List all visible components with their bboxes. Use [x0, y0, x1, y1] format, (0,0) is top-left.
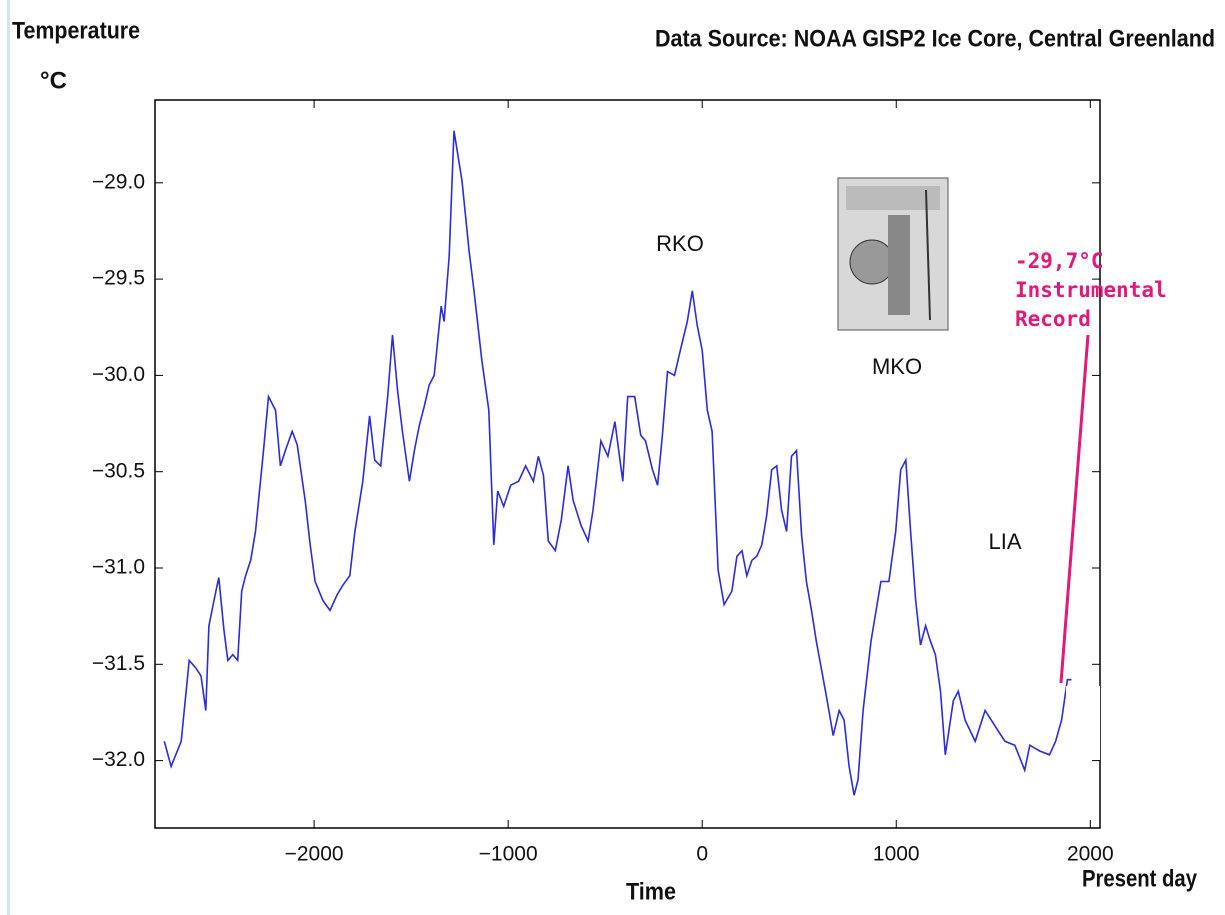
callout-text: -29,7°C	[1015, 249, 1104, 273]
x-tick-label: 1000	[873, 843, 920, 866]
callout-text: Record	[1015, 307, 1091, 331]
y-tick-label: −31.0	[92, 556, 145, 579]
x-axis-label: Time	[626, 878, 676, 905]
y-tick-label: −29.5	[92, 267, 145, 290]
callout-text: Instrumental	[1015, 278, 1167, 302]
callout-line	[1059, 334, 1090, 684]
y-tick-label: −30.5	[92, 459, 145, 482]
annotation: LIA	[988, 529, 1021, 554]
edge-bar	[7, 0, 10, 915]
y-tick-label: −32.0	[92, 748, 145, 771]
y-tick-label: −29.0	[92, 170, 145, 193]
x-tick-label: 2000	[1067, 843, 1114, 866]
y-axis-label: Temperature	[12, 17, 140, 44]
x-tick-label: 0	[696, 843, 708, 866]
chart-title: Data Source: NOAA GISP2 Ice Core, Centra…	[655, 25, 1215, 52]
x-tick-label: −2000	[285, 843, 344, 866]
woodcut-image	[837, 177, 949, 331]
cover-box	[1066, 686, 1100, 760]
plot-frame	[154, 99, 1101, 829]
y-tick-label: −31.5	[92, 652, 145, 675]
x-tick-label: −1000	[479, 843, 538, 866]
annotation: MKO	[872, 354, 922, 379]
annotation: RKO	[656, 231, 704, 256]
y-tick-label: −30.0	[92, 363, 145, 386]
y-axis-unit: °C	[40, 67, 67, 94]
data-line	[163, 130, 1072, 796]
x-axis-note: Present day	[1082, 865, 1198, 892]
